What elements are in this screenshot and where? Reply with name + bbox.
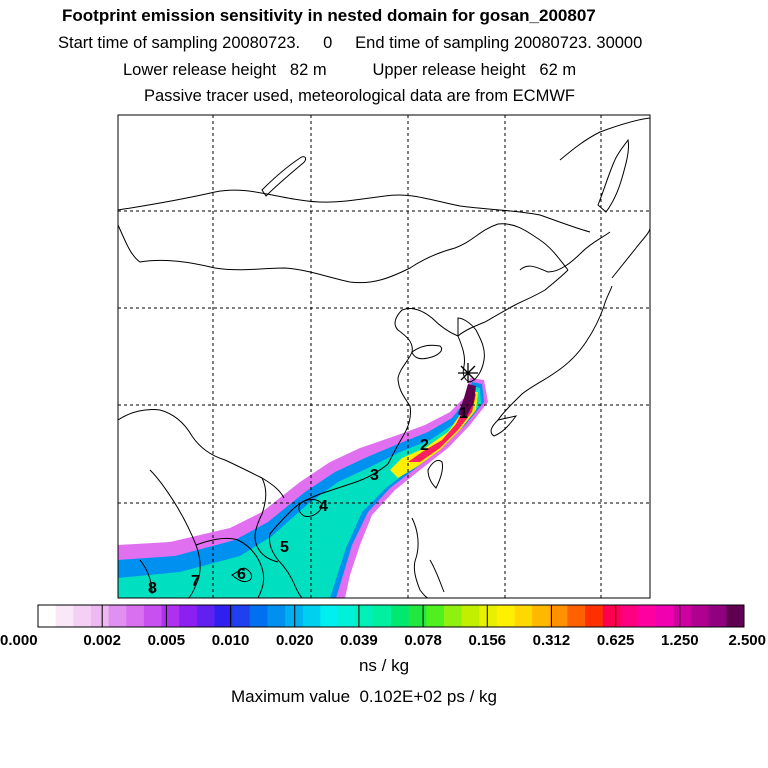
colorbar-units: ns / kg <box>358 656 410 675</box>
trajectory-label: 2 <box>420 437 429 454</box>
colorbar-segment <box>655 605 674 627</box>
colorbar-segment <box>620 605 639 627</box>
colorbar-tick-label: 0.625 <box>597 632 635 649</box>
colorbar-frame <box>37 604 745 628</box>
star-icon <box>458 363 478 383</box>
plume-core <box>458 384 476 418</box>
plume-cyan <box>118 386 481 598</box>
colorbar-segment <box>267 605 286 627</box>
colorbar-segment <box>691 605 710 627</box>
plume-outer <box>118 378 488 598</box>
colorbar-tick-label: 0.002 <box>83 632 121 649</box>
colorbar-segment <box>196 605 215 627</box>
coastlines <box>118 117 650 598</box>
colorbar-segment <box>549 605 568 627</box>
trajectory-label: 8 <box>148 580 157 597</box>
colorbar-segment <box>143 605 163 627</box>
colorbar-tick-label: 0.078 <box>404 632 442 649</box>
lat-lon-grid <box>118 115 650 598</box>
colorbar-tick-label: 0.039 <box>340 632 378 649</box>
colorbar-segment <box>673 605 692 627</box>
colorbar-segment <box>320 605 339 627</box>
tracer-info-line: Passive tracer used, meteorological data… <box>144 87 575 105</box>
map-frame <box>117 114 651 599</box>
trajectory-label: 4 <box>319 498 328 515</box>
colorbar-segment <box>408 605 427 627</box>
colorbar-segment <box>479 605 498 627</box>
colorbar-tick-label: 1.250 <box>661 632 699 649</box>
colorbar-segment <box>443 605 463 627</box>
colorbar-tick-label: 0.010 <box>212 632 250 649</box>
colorbar-segment <box>391 605 410 627</box>
colorbar-segment <box>55 605 74 627</box>
colorbar-segment <box>108 605 127 627</box>
colorbar-segment <box>602 605 621 627</box>
trajectory-label: 5 <box>280 539 289 556</box>
colorbar-segment <box>638 605 657 627</box>
colorbar-segment <box>708 605 727 627</box>
trajectory-label: 7 <box>191 573 200 590</box>
colorbar-segment <box>232 605 251 627</box>
colorbar-segment <box>355 605 374 627</box>
colorbar-segment <box>567 605 586 627</box>
colorbar: 0.000 0.002 0.005 0.010 0.020 0.039 0.078 0.156… <box>0 604 766 649</box>
colorbar-segment <box>532 605 551 627</box>
colorbar-tick-label: 0.156 <box>468 632 506 649</box>
colorbar-segment <box>161 605 180 627</box>
colorbar-tick-label: 0.005 <box>148 632 186 649</box>
sampling-time-line: Start time of sampling 20080723. 0 End t… <box>58 34 643 52</box>
maximum-value-label: Maximum value 0.102E+02 ps / kg <box>231 687 497 706</box>
trajectory-label: 3 <box>370 467 379 484</box>
colorbar-segment <box>214 605 233 627</box>
colorbar-tick-label: 0.000 <box>0 632 38 649</box>
colorbar-segment <box>426 605 445 627</box>
footprint-map: 1 2 3 4 5 6 7 8 <box>117 114 651 599</box>
colorbar-segment <box>126 605 145 627</box>
colorbar-segments <box>38 605 745 627</box>
colorbar-segment <box>726 605 745 627</box>
plume-yellow <box>390 392 478 478</box>
colorbar-segment <box>373 605 392 627</box>
colorbar-segment <box>338 605 357 627</box>
colorbar-segment <box>179 605 198 627</box>
colorbar-segment <box>302 605 321 627</box>
colorbar-segment <box>249 605 268 627</box>
plot-title: Footprint emission sensitivity in nested… <box>62 6 596 25</box>
colorbar-segment <box>38 605 57 627</box>
colorbar-segment <box>461 605 480 627</box>
colorbar-segment <box>285 605 304 627</box>
footprint-plume <box>118 378 488 598</box>
trajectory-label: 6 <box>237 566 246 583</box>
colorbar-segment <box>90 605 110 627</box>
colorbar-segment <box>496 605 516 627</box>
release-height-line: Lower release height 82 m Upper release … <box>123 61 577 79</box>
colorbar-segment <box>514 605 533 627</box>
colorbar-segment <box>73 605 92 627</box>
colorbar-tick-label: 0.020 <box>276 632 314 649</box>
colorbar-tick-label: 2.500 <box>728 632 766 649</box>
trajectory-label: 1 <box>459 405 468 422</box>
colorbar-tick-label: 0.312 <box>533 632 571 649</box>
colorbar-segment <box>585 605 604 627</box>
colorbar-ticks: 0.000 0.002 0.005 0.010 0.020 0.039 0.078 0.156… <box>0 605 766 649</box>
